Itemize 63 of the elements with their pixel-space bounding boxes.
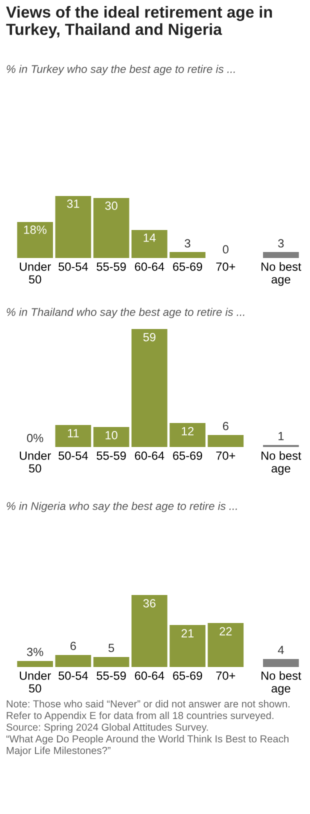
x-tick-label: 65-69 — [173, 451, 202, 460]
chart-title: Views of the ideal retirement age in Turkey, Thailand and Nigeria — [6, 6, 272, 38]
x-tick-label: 55-59 — [96, 262, 126, 271]
data-label: 6 — [70, 642, 76, 650]
x-tick-label: 60-64 — [134, 262, 164, 271]
bar — [55, 655, 92, 667]
bar — [17, 222, 53, 258]
bar — [55, 425, 92, 447]
data-label: 1 — [278, 432, 284, 440]
x-tick-label: 60-64 — [134, 451, 164, 460]
data-label: 18% — [24, 226, 46, 234]
x-tick-label: 50-54 — [58, 671, 88, 680]
data-label: 3% — [26, 648, 44, 656]
data-label: 12 — [182, 426, 194, 436]
data-label: 0% — [26, 434, 44, 442]
x-tick-label: No best age — [262, 262, 302, 286]
x-tick-label: 60-64 — [134, 671, 164, 680]
x-tick-label: 50-54 — [58, 451, 88, 460]
bar — [17, 661, 53, 667]
data-label: 36 — [143, 599, 156, 608]
x-tick-label: Under 50 — [20, 451, 51, 473]
bar — [132, 230, 168, 258]
x-tick-label: Under 50 — [20, 671, 51, 693]
data-label: 59 — [143, 332, 156, 342]
bar — [208, 623, 244, 667]
data-label: 0 — [222, 245, 228, 254]
bar — [170, 252, 206, 258]
data-label: 6 — [222, 422, 228, 430]
bar — [93, 657, 130, 667]
bar — [55, 196, 92, 258]
x-tick-label: 70+ — [216, 451, 236, 460]
x-tick-label: Under 50 — [20, 262, 51, 284]
data-label: 22 — [220, 627, 232, 636]
x-tick-label: 65-69 — [173, 262, 202, 271]
data-label: 14 — [144, 234, 156, 242]
bar — [170, 625, 206, 667]
bar — [93, 427, 130, 447]
x-tick-label: 65-69 — [173, 671, 202, 680]
chart-subtitle: % in Thailand who say the best age to retire is ... — [6, 308, 244, 318]
data-label: 30 — [105, 202, 118, 210]
data-label: 11 — [68, 429, 79, 438]
x-tick-label: No best age — [262, 671, 302, 695]
bar — [132, 595, 168, 667]
x-tick-label: 70+ — [216, 671, 236, 680]
data-label: 21 — [182, 629, 194, 638]
x-tick-label: 55-59 — [96, 451, 126, 460]
data-label: 4 — [278, 646, 284, 654]
data-label: 3 — [184, 239, 190, 248]
bar — [170, 423, 206, 447]
chart-subtitle: % in Turkey who say the best age to retire is ... — [6, 64, 235, 76]
text: Note: Those who said “Never” or did not answer are not shown. Refer to Appendix E for data from all 18 countries surveyed. Source: Spring 2024 Global Attitudes Survey. “What Age Do People Around the World Think Is Best to Reach Major Life Milestones?” — [6, 700, 290, 756]
chart-subtitle: % in Nigeria who say the best age to retire is ... — [6, 502, 237, 512]
bar — [93, 198, 130, 258]
x-tick-label: 55-59 — [96, 671, 126, 680]
bar — [208, 435, 244, 447]
x-tick-label: 50-54 — [58, 262, 88, 271]
data-label: 31 — [67, 200, 80, 208]
data-label: 3 — [278, 239, 284, 248]
x-tick-label: No best age — [262, 451, 302, 475]
data-label: 5 — [108, 644, 114, 652]
bar — [132, 329, 168, 447]
data-label: 10 — [106, 430, 118, 440]
x-tick-label: 70+ — [216, 262, 236, 271]
